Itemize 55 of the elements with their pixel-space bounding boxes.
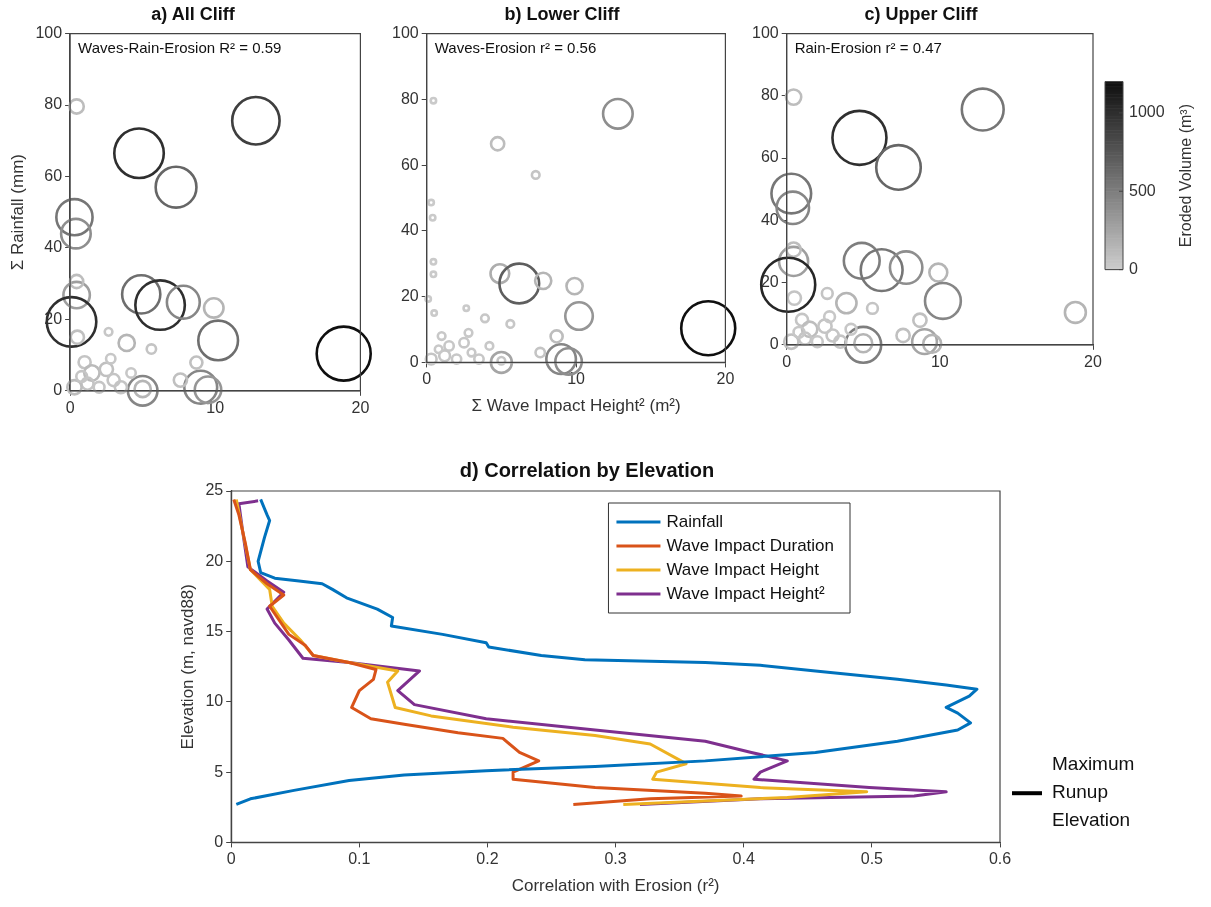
y-tick-label: 60: [44, 166, 63, 184]
y-tick-label: 40: [400, 221, 419, 239]
y-tick-label: 80: [44, 95, 63, 113]
legend-label: Wave Impact Height: [666, 559, 820, 579]
chart-title: b) Lower Cliff: [504, 3, 621, 24]
annotation: Rain-Erosion r² = 0.47: [794, 39, 942, 57]
x-tick-label: 0.2: [476, 850, 499, 868]
chart-title: d) Correlation by Elevation: [459, 458, 715, 481]
color-bar-label: 1000: [1129, 103, 1165, 121]
y-tick-label: 15: [205, 621, 224, 639]
x-tick-label: 0: [65, 398, 75, 416]
y-axis-title: Σ Rainfall (mm): [7, 154, 27, 271]
x-axis-title: Correlation with Erosion (r²): [511, 876, 720, 896]
x-tick-label: 0: [782, 352, 792, 370]
y-tick-label: 20: [205, 551, 224, 569]
y-tick-label: 100: [391, 24, 419, 42]
y-tick-label: 80: [760, 86, 779, 104]
x-tick-label: 20: [351, 398, 370, 416]
chart-title: a) All Cliff: [151, 3, 236, 24]
y-tick-label: 20: [400, 287, 419, 305]
legend-label: Wave Impact Duration: [666, 535, 834, 555]
legend-label: Wave Impact Height²: [666, 583, 825, 603]
x-tick-label: 20: [716, 370, 735, 388]
x-tick-label: 0.5: [860, 850, 884, 868]
x-tick-label: 0.6: [988, 850, 1012, 868]
annotation: Waves-Rain-Erosion R² = 0.59: [78, 39, 282, 57]
y-tick-label: 80: [400, 89, 419, 107]
ref-line-label: Maximum Runup Elevation: [1052, 753, 1135, 831]
x-tick-label: 20: [1084, 352, 1102, 370]
color-bar-title: Eroded Volume (m³): [1177, 104, 1195, 248]
y-tick-label: 40: [44, 238, 63, 256]
x-tick-label: 10: [930, 352, 949, 370]
y-tick-label: 0: [53, 381, 63, 399]
y-tick-label: 25: [205, 481, 224, 499]
x-tick-label: 0: [226, 850, 236, 868]
y-tick-label: 60: [760, 148, 779, 166]
y-tick-label: 5: [214, 762, 224, 780]
annotation: Waves-Erosion r² = 0.56: [434, 39, 597, 57]
y-tick-label: 60: [400, 155, 419, 173]
color-bar-label: 0: [1129, 260, 1138, 278]
y-tick-label: 100: [751, 24, 779, 42]
x-axis-title: Σ Wave Impact Height² (m²): [471, 396, 681, 416]
y-tick-label: 0: [214, 832, 224, 850]
y-tick-label: 10: [205, 692, 224, 710]
x-tick-label: 0: [422, 370, 432, 388]
legend-label: Rainfall: [666, 511, 724, 531]
y-axis-title: Elevation (m, navd88): [177, 584, 197, 750]
y-tick-label: 0: [769, 335, 779, 353]
y-tick-label: 100: [35, 24, 63, 42]
chart-title: c) Upper Cliff: [864, 3, 979, 24]
y-tick-label: 40: [760, 210, 779, 228]
x-tick-label: 0.4: [732, 850, 755, 868]
x-tick-label: 0.1: [348, 850, 371, 868]
x-tick-label: 0.3: [604, 850, 627, 868]
color-bar-label: 500: [1129, 181, 1156, 199]
